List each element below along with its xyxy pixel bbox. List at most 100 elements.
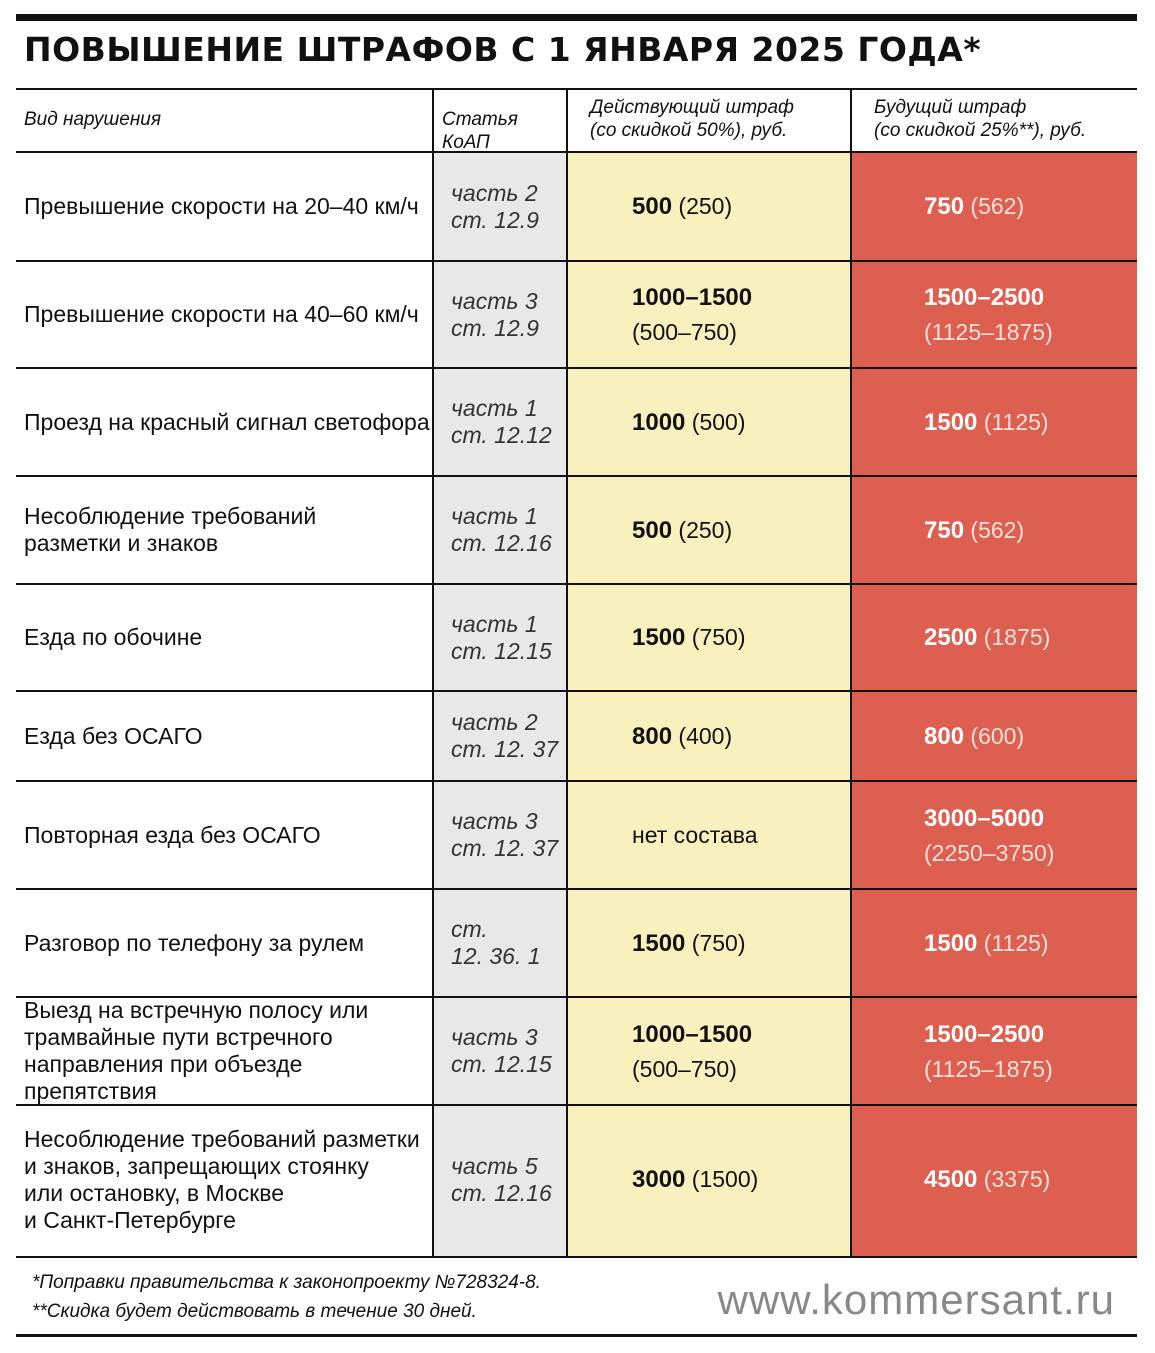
header-current-fine: Действующий штраф (со скидкой 50%), руб. bbox=[590, 97, 794, 141]
violation-cell: Езда по обочине bbox=[16, 585, 432, 690]
article-cell: часть 5 ст. 12.16 bbox=[434, 1106, 566, 1253]
title-rule bbox=[16, 88, 1137, 90]
current-fine-cell: 1500 (750) bbox=[568, 890, 850, 996]
table-row: Езда по обочине часть 1 ст. 12.15 1500 (75… bbox=[16, 585, 1137, 692]
fines-table: Вид нарушения Статья КоАП Действующий шт… bbox=[16, 90, 1137, 1256]
current-fine-discount: (250) bbox=[672, 193, 733, 219]
future-fine-main: 2500 bbox=[924, 624, 978, 651]
article-cell: ст. 12. 36. 1 bbox=[434, 890, 566, 996]
table-row: Разговор по телефону за рулем ст. 12. 36.… bbox=[16, 890, 1137, 998]
future-fine-value: 750 (562) bbox=[924, 513, 1024, 548]
current-fine-value: 1000–1500 (500–750) bbox=[632, 1017, 752, 1086]
article-text: часть 5 ст. 12.16 bbox=[451, 1152, 552, 1206]
article-text: часть 3 ст. 12.9 bbox=[451, 287, 539, 341]
violation-text: Превышение скорости на 40–60 км/ч bbox=[24, 301, 419, 327]
current-fine-main: 500 bbox=[632, 516, 673, 544]
current-fine-main: 800 bbox=[632, 722, 673, 750]
future-fine-discount: (600) bbox=[964, 722, 1025, 749]
current-fine-cell: 500 (250) bbox=[568, 153, 850, 260]
current-fine-value: 500 (250) bbox=[632, 513, 732, 548]
future-fine-cell: 4500 (3375) bbox=[852, 1106, 1137, 1253]
future-fine-discount: (1875) bbox=[977, 624, 1051, 650]
column-divider bbox=[432, 90, 434, 1256]
violation-cell: Несоблюдение требований разметки и знако… bbox=[16, 477, 432, 583]
bottom-rule bbox=[16, 1334, 1137, 1337]
current-fine-discount: (750) bbox=[685, 929, 746, 956]
current-fine-discount: (250) bbox=[672, 516, 733, 543]
future-fine-main: 1500–2500 bbox=[924, 284, 1045, 311]
article-text: часть 3 ст. 12.15 bbox=[451, 1024, 552, 1077]
current-fine-cell: 500 (250) bbox=[568, 477, 850, 583]
future-fine-main: 4500 bbox=[924, 1166, 978, 1193]
current-fine-value: 3000 (1500) bbox=[632, 1162, 758, 1197]
article-text: ст. 12. 36. 1 bbox=[451, 916, 541, 969]
article-cell: часть 1 ст. 12.16 bbox=[434, 477, 566, 583]
future-fine-value: 800 (600) bbox=[924, 719, 1024, 754]
violation-text: Несоблюдение требований разметки и знако… bbox=[24, 503, 317, 556]
current-fine-cell: 1000–1500 (500–750) bbox=[568, 998, 850, 1104]
current-column-bg bbox=[568, 153, 850, 1256]
table-row: Выезд на встречную полосу или трамвайные… bbox=[16, 997, 1137, 1106]
future-fine-main: 750 bbox=[924, 193, 965, 220]
future-fine-discount: (1125) bbox=[977, 929, 1049, 956]
future-fine-main: 1500–2500 bbox=[924, 1020, 1045, 1048]
future-fine-discount: (3375) bbox=[977, 1166, 1051, 1192]
current-fine-main: 1500 bbox=[632, 624, 686, 651]
violation-text: Езда по обочине bbox=[24, 624, 203, 650]
article-text: часть 2 ст. 12. 37 bbox=[451, 709, 559, 762]
current-fine-value: 1500 (750) bbox=[632, 926, 745, 961]
future-fine-main: 750 bbox=[924, 516, 965, 544]
future-fine-main: 3000–5000 bbox=[924, 804, 1045, 832]
article-text: часть 2 ст. 12.9 bbox=[451, 179, 539, 233]
column-divider bbox=[566, 90, 568, 1256]
violation-cell: Разговор по телефону за рулем bbox=[16, 890, 432, 996]
future-fine-cell: 750 (562) bbox=[852, 477, 1137, 583]
current-fine-cell: 1000–1500 (500–750) bbox=[568, 262, 850, 367]
current-fine-value: 800 (400) bbox=[632, 719, 732, 754]
header-article: Статья КоАП bbox=[442, 109, 518, 153]
future-fine-cell: 2500 (1875) bbox=[852, 585, 1137, 690]
current-fine-value: 1500 (750) bbox=[632, 620, 745, 655]
current-fine-discount: (500–750) bbox=[632, 1055, 737, 1082]
current-fine-value: нет состава bbox=[632, 818, 758, 853]
table-header: Вид нарушения Статья КоАП Действующий шт… bbox=[16, 90, 1137, 153]
article-cell: часть 3 ст. 12.9 bbox=[434, 262, 566, 367]
table-row: Повторная езда без ОСАГО часть 3 ст. 12. … bbox=[16, 782, 1137, 890]
future-fine-cell: 750 (562) bbox=[852, 153, 1137, 260]
future-fine-discount: (1125–1875) bbox=[924, 1055, 1053, 1082]
current-fine-discount: (400) bbox=[672, 722, 733, 749]
future-fine-main: 1500 bbox=[924, 929, 978, 957]
future-fine-main: 1500 bbox=[924, 408, 978, 436]
future-fine-discount: (1125) bbox=[977, 408, 1049, 435]
future-fine-main: 800 bbox=[924, 722, 965, 750]
future-fine-value: 1500 (1125) bbox=[924, 405, 1049, 440]
future-fine-value: 3000–5000 (2250–3750) bbox=[924, 801, 1054, 870]
article-text: часть 1 ст. 12.15 bbox=[451, 610, 552, 664]
current-fine-main: 1500 bbox=[632, 929, 686, 957]
future-fine-discount: (562) bbox=[964, 193, 1025, 219]
future-column-bg bbox=[852, 153, 1137, 1256]
current-fine-value: 1000 (500) bbox=[632, 405, 745, 440]
violation-cell: Проезд на красный сигнал светофора bbox=[16, 369, 432, 475]
violation-cell: Несоблюдение требований разметки и знако… bbox=[16, 1106, 432, 1253]
article-text: часть 1 ст. 12.12 bbox=[451, 395, 552, 448]
current-fine-value: 500 (250) bbox=[632, 189, 732, 224]
current-fine-cell: нет состава bbox=[568, 782, 850, 888]
future-fine-discount: (1125–1875) bbox=[924, 319, 1053, 345]
current-fine-cell: 800 (400) bbox=[568, 692, 850, 780]
header-future-fine: Будущий штраф (со скидкой 25%**), руб. bbox=[874, 97, 1087, 141]
future-fine-cell: 3000–5000 (2250–3750) bbox=[852, 782, 1137, 888]
violation-cell: Езда без ОСАГО bbox=[16, 692, 432, 780]
table-row: Превышение скорости на 40–60 км/ч часть 3… bbox=[16, 262, 1137, 369]
current-fine-cell: 1500 (750) bbox=[568, 585, 850, 690]
current-fine-discount: нет состава bbox=[632, 821, 758, 848]
violation-text: Езда без ОСАГО bbox=[24, 722, 203, 749]
violation-cell: Выезд на встречную полосу или трамвайные… bbox=[16, 997, 432, 1104]
future-fine-value: 4500 (3375) bbox=[924, 1162, 1050, 1197]
footnote: **Скидка будет действовать в течение 30 … bbox=[32, 1301, 477, 1322]
article-cell: часть 1 ст. 12.15 bbox=[434, 585, 566, 690]
article-cell: часть 2 ст. 12. 37 bbox=[434, 692, 566, 780]
violation-text: Выезд на встречную полосу или трамвайные… bbox=[24, 997, 369, 1104]
future-fine-cell: 1500–2500 (1125–1875) bbox=[852, 262, 1137, 367]
current-fine-discount: (500) bbox=[685, 408, 746, 435]
